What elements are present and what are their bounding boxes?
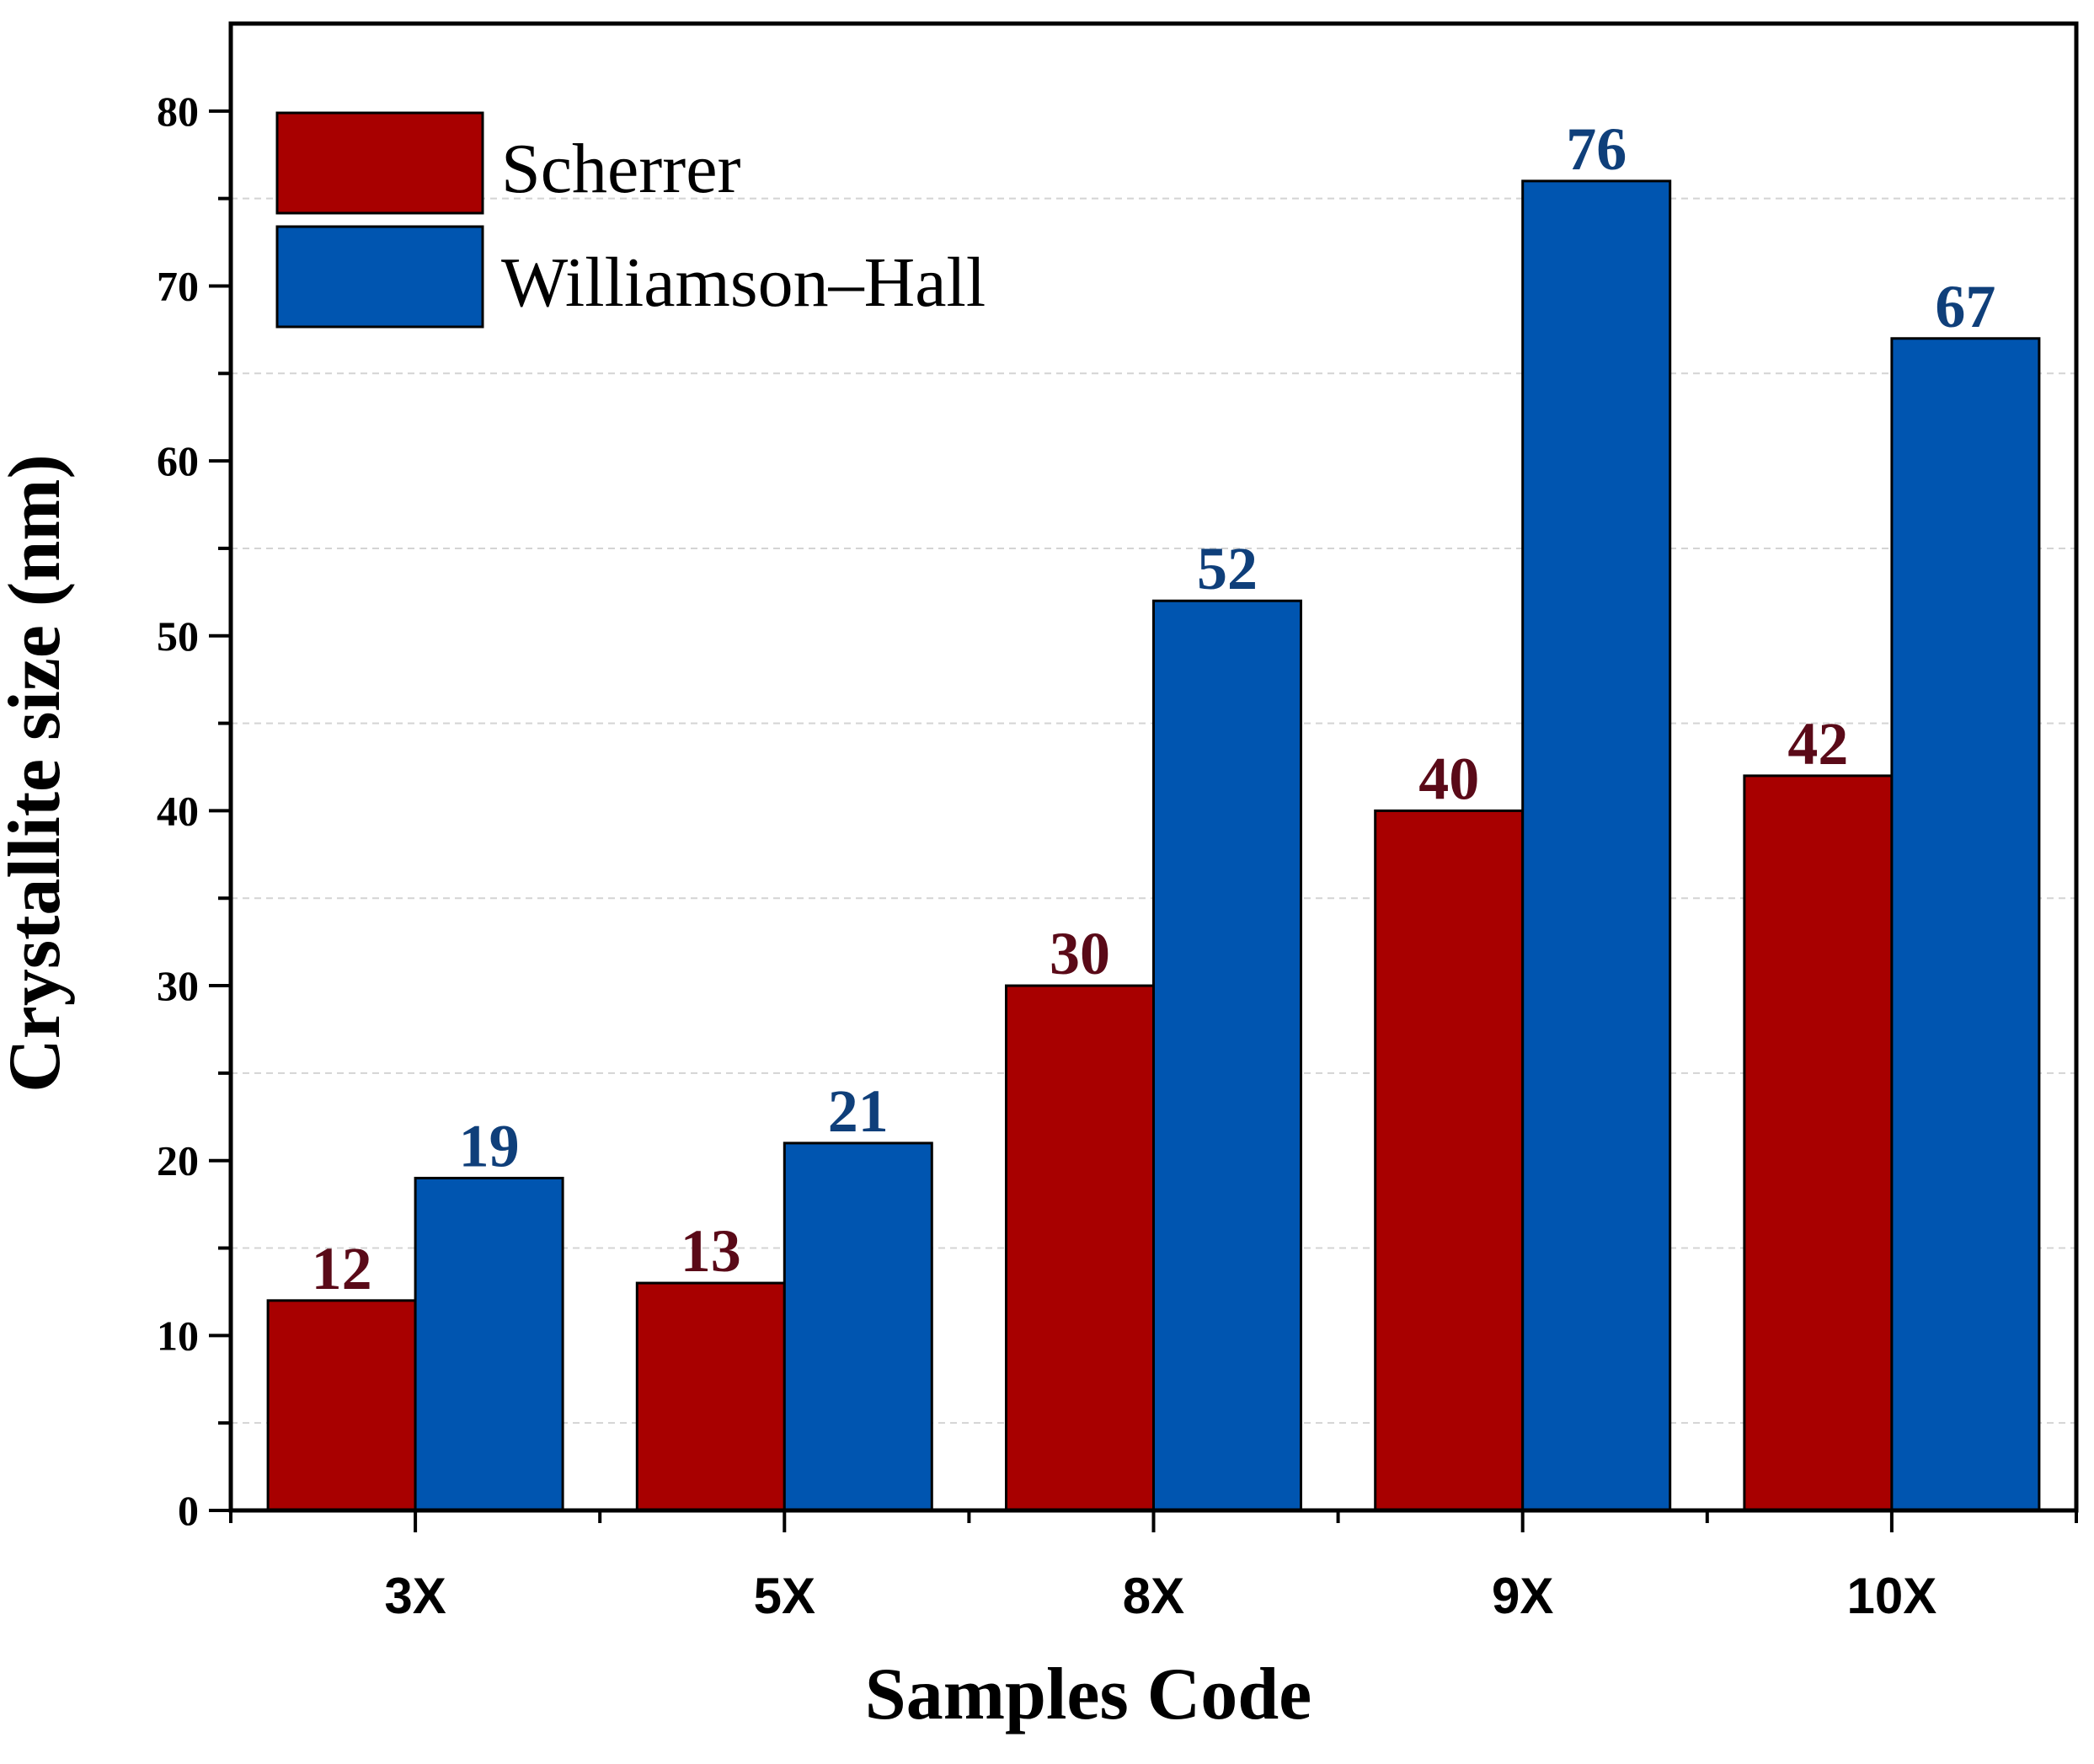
bar-scherrer-5x xyxy=(635,1281,786,1512)
bar-williamson-hall-10x xyxy=(1890,337,2041,1512)
bar-scherrer-9x xyxy=(1374,809,1525,1512)
bar-williamson-hall-9x xyxy=(1521,179,1672,1512)
x-axis-title: Samples Code xyxy=(865,1654,1312,1735)
data-label-williamson-hall-8x: 52 xyxy=(1197,535,1258,602)
bar-scherrer-8x xyxy=(1005,984,1155,1512)
x-tick-label-5x: 5X xyxy=(754,1568,815,1624)
y-axis-title: Crystallite size (nm) xyxy=(0,454,76,1093)
ticks-layer: 0 10 20 30 40 50 60 70 80 3X 5X 8X 9X 10X xyxy=(157,88,2078,1624)
bar-williamson-hall-3x xyxy=(414,1176,564,1512)
y-tick-label-50: 50 xyxy=(157,612,199,660)
legend-label-scherrer: Scherrer xyxy=(501,130,741,208)
x-tick-label-9x: 9X xyxy=(1492,1568,1553,1624)
data-label-scherrer-9x: 40 xyxy=(1418,745,1479,812)
y-tick-label-20: 20 xyxy=(157,1137,199,1184)
legend-swatch-scherrer xyxy=(275,111,484,215)
y-tick-label-0: 0 xyxy=(178,1487,199,1534)
y-tick-label-80: 80 xyxy=(157,88,199,135)
bar-williamson-hall-5x xyxy=(783,1141,933,1512)
data-label-scherrer-5x: 13 xyxy=(681,1217,741,1285)
bar-scherrer-10x xyxy=(1743,774,1894,1512)
x-tick-label-10x: 10X xyxy=(1847,1568,1937,1624)
data-label-scherrer-3x: 12 xyxy=(312,1235,372,1302)
bars-layer xyxy=(266,179,2041,1512)
x-tick-label-8x: 8X xyxy=(1123,1568,1184,1624)
bar-scherrer-3x xyxy=(266,1299,417,1512)
data-label-scherrer-8x: 30 xyxy=(1050,920,1110,987)
data-label-scherrer-10x: 42 xyxy=(1787,710,1848,778)
y-tick-label-40: 40 xyxy=(157,787,199,834)
x-tick-label-3x: 3X xyxy=(384,1568,446,1624)
legend-swatch-williamson-hall xyxy=(275,225,484,329)
y-tick-label-60: 60 xyxy=(157,437,199,484)
y-tick-label-70: 70 xyxy=(157,262,199,309)
legend: Scherrer Williamson–Hall xyxy=(275,111,986,329)
data-label-williamson-hall-10x: 67 xyxy=(1935,273,1995,340)
data-labels-layer: 12 19 13 21 30 52 40 76 42 67 xyxy=(312,115,1996,1302)
bar-williamson-hall-8x xyxy=(1152,599,1302,1512)
y-tick-label-10: 10 xyxy=(157,1312,199,1359)
legend-label-williamson-hall: Williamson–Hall xyxy=(501,243,986,322)
y-tick-label-30: 30 xyxy=(157,962,199,1009)
data-label-williamson-hall-9x: 76 xyxy=(1566,115,1627,183)
data-label-williamson-hall-5x: 21 xyxy=(828,1077,889,1145)
data-label-williamson-hall-3x: 19 xyxy=(459,1112,520,1179)
